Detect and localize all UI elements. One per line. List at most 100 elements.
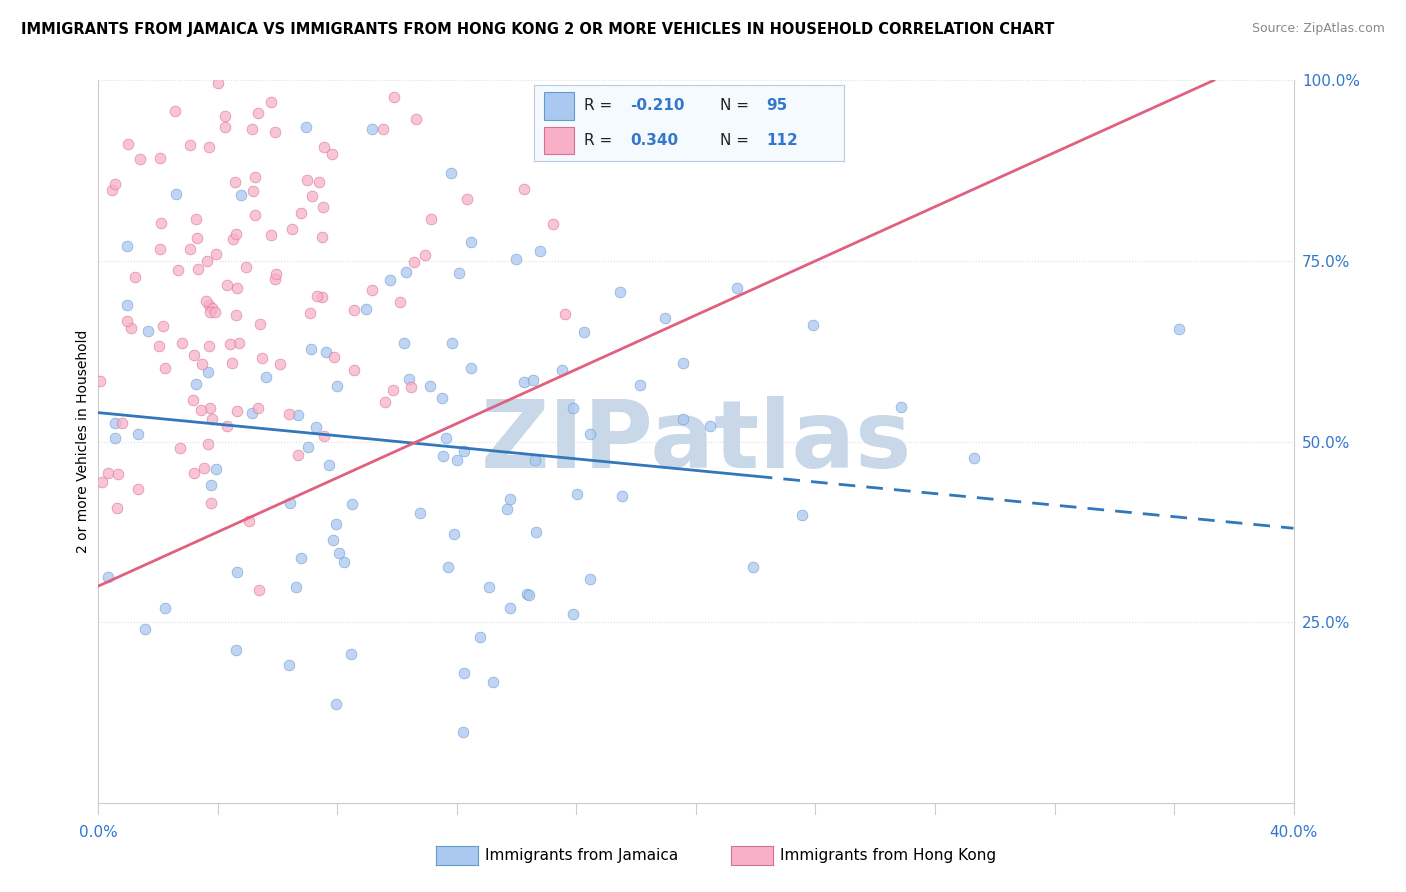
Point [200, 496, 222, 510]
Point [183, 348, 205, 362]
Point [187, 261, 209, 276]
Point [401, 380, 423, 394]
Point [380, 273, 402, 287]
Point [523, 452, 546, 467]
Point [235, 260, 257, 275]
Point [104, 177, 127, 191]
Point [277, 658, 299, 673]
Point [287, 448, 309, 462]
Point [609, 285, 631, 300]
Point [312, 200, 335, 214]
Point [339, 647, 361, 661]
Point [152, 319, 174, 334]
FancyBboxPatch shape [544, 93, 575, 120]
Point [115, 314, 138, 328]
Point [120, 321, 142, 335]
Point [315, 345, 337, 359]
Point [107, 467, 129, 481]
Point [280, 496, 302, 510]
Point [104, 431, 127, 445]
Point [297, 440, 319, 454]
Point [222, 232, 245, 246]
Point [562, 401, 585, 415]
Point [889, 400, 911, 414]
Point [529, 244, 551, 258]
Point [318, 458, 340, 473]
Point [517, 588, 540, 602]
Point [460, 235, 482, 250]
Point [311, 290, 333, 304]
Text: Source: ZipAtlas.com: Source: ZipAtlas.com [1251, 22, 1385, 36]
Point [254, 370, 277, 384]
Point [294, 120, 316, 134]
Point [325, 516, 347, 531]
Point [149, 151, 172, 165]
Point [285, 580, 308, 594]
Point [672, 356, 695, 370]
Point [654, 310, 676, 325]
Point [562, 607, 585, 621]
Point [398, 372, 420, 386]
Point [217, 419, 239, 434]
Point [287, 408, 309, 422]
Point [89, 374, 111, 388]
Point [328, 546, 350, 560]
Point [136, 324, 159, 338]
Text: Immigrants from Jamaica: Immigrants from Jamaica [485, 848, 678, 863]
Point [266, 267, 288, 281]
Point [91, 475, 114, 489]
Point [554, 307, 576, 321]
Point [470, 630, 492, 644]
Point [184, 211, 207, 226]
Point [418, 379, 440, 393]
Point [308, 175, 330, 189]
Point [117, 298, 139, 312]
Point [513, 182, 536, 196]
Point [197, 298, 219, 312]
Point [245, 208, 267, 222]
Point [242, 184, 264, 198]
Point [225, 643, 247, 657]
Point [260, 227, 283, 242]
Point [207, 76, 229, 90]
Point [567, 487, 589, 501]
Point [405, 112, 427, 127]
Point [440, 336, 463, 351]
Point [354, 301, 377, 316]
Text: 95: 95 [766, 98, 787, 113]
Point [219, 336, 242, 351]
Point [513, 376, 536, 390]
Point [194, 293, 217, 308]
Point [574, 325, 596, 339]
Point [699, 419, 721, 434]
Point [628, 378, 651, 392]
Point [404, 255, 426, 269]
Point [186, 231, 208, 245]
Point [430, 391, 453, 405]
Point [446, 453, 468, 467]
Point [149, 242, 172, 256]
Text: IMMIGRANTS FROM JAMAICA VS IMMIGRANTS FROM HONG KONG 2 OR MORE VEHICLES IN HOUSE: IMMIGRANTS FROM JAMAICA VS IMMIGRANTS FR… [21, 22, 1054, 37]
Point [505, 252, 527, 267]
FancyBboxPatch shape [544, 128, 575, 154]
Point [579, 572, 602, 586]
Point [264, 272, 287, 286]
Point [198, 140, 221, 154]
Point [155, 601, 177, 615]
Text: ZIPatlas: ZIPatlas [481, 395, 911, 488]
Point [801, 318, 824, 332]
Point [361, 284, 384, 298]
Point [409, 506, 432, 520]
Point [280, 222, 302, 236]
Point [342, 363, 364, 377]
Point [610, 489, 633, 503]
Text: 0.0%: 0.0% [79, 825, 118, 840]
Point [436, 560, 458, 574]
Point [129, 152, 152, 166]
Point [522, 373, 544, 387]
Point [170, 335, 193, 350]
Point [742, 559, 765, 574]
Point [217, 278, 239, 293]
Point [214, 109, 236, 123]
Point [134, 622, 156, 636]
